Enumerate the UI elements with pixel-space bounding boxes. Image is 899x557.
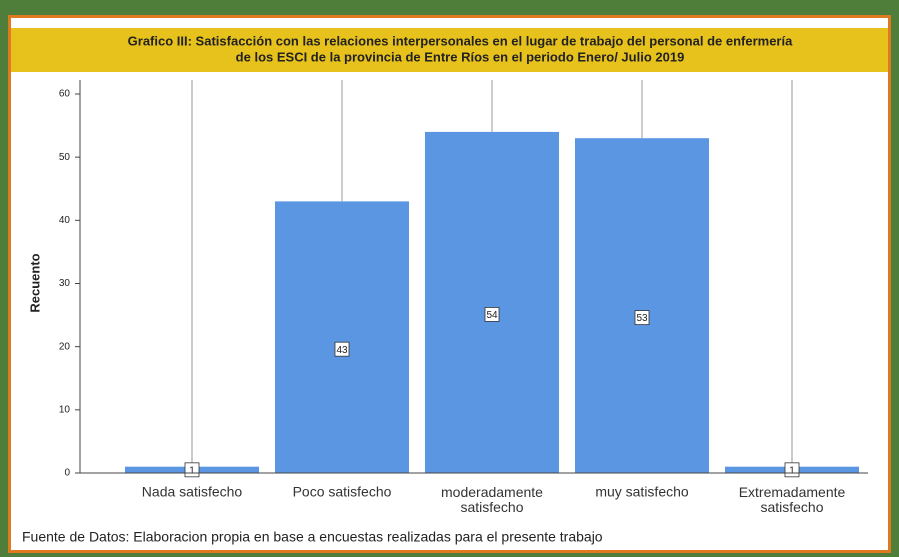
y-tick-label: 0 [64, 468, 70, 479]
x-tick-label: Nada satisfecho [142, 484, 243, 500]
y-tick-label: 40 [59, 215, 71, 226]
value-label: 53 [636, 313, 648, 324]
x-tick-label: Poco satisfecho [293, 484, 392, 500]
x-tick-label: muy satisfecho [595, 484, 689, 500]
value-label: 43 [336, 345, 348, 356]
bar [275, 201, 409, 473]
y-axis-label: Recuento [27, 253, 42, 312]
y-tick-label: 10 [59, 404, 71, 415]
value-label-box [634, 310, 650, 326]
y-tick-label: 60 [59, 89, 71, 100]
bar [575, 138, 709, 473]
bar [425, 131, 559, 473]
x-tick-label: moderadamente satisfecho [441, 484, 543, 515]
y-tick-label: 50 [59, 152, 71, 163]
x-tick-label: Extremadamente satisfecho [739, 484, 846, 515]
value-label-box [484, 307, 500, 322]
value-label: 54 [486, 310, 498, 321]
title-band [11, 28, 888, 72]
chart-title: de los ESCI de la provincia de Entre Río… [236, 49, 685, 64]
value-label: 1 [789, 465, 795, 476]
chart-title: Grafico III: Satisfacción con las relaci… [128, 33, 793, 48]
value-label: 1 [189, 465, 195, 476]
y-tick-label: 30 [59, 278, 71, 289]
value-label-box [334, 341, 350, 357]
y-tick-label: 20 [59, 341, 71, 352]
source-note: Fuente de Datos: Elaboracion propia en b… [22, 529, 603, 545]
